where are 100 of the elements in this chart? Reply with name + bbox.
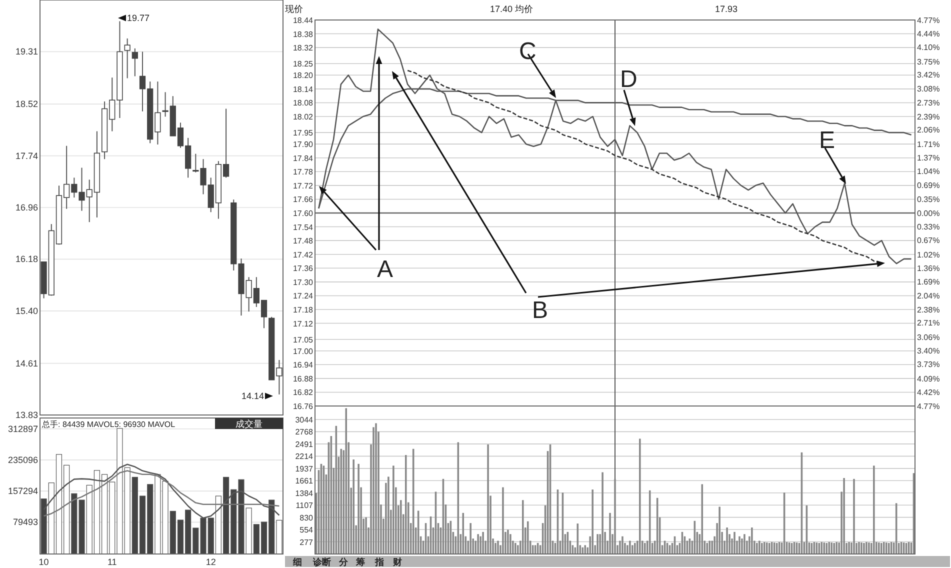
y-tick-label: 157294 xyxy=(8,486,38,496)
y-tick-label: 17.95 xyxy=(292,128,314,138)
y-tick-label: 18.44 xyxy=(292,16,314,25)
x-tick-label: 10 xyxy=(38,557,49,567)
y-tick-label: 19.31 xyxy=(15,46,38,57)
y-tick-label: 16.88 xyxy=(292,374,314,384)
y-tick-label: 312897 xyxy=(8,424,38,434)
y-tick-label: 15.40 xyxy=(15,306,38,316)
y2-tick-label: 4.77% xyxy=(917,402,940,411)
y-tick-label: 3044 xyxy=(295,416,314,425)
y2-tick-label: 2.71% xyxy=(917,318,940,328)
candlestick xyxy=(132,48,138,77)
y2-tick-label: 3.42% xyxy=(917,70,940,80)
annotation: 总手: 84439 MAVOL5: 96930 MAVOL xyxy=(41,420,176,429)
y-tick-label: 13.83 xyxy=(15,410,38,420)
y-tick-label: 235096 xyxy=(8,454,38,465)
annotation: D xyxy=(620,66,638,93)
y-tick-label: 17.90 xyxy=(292,140,314,150)
y2-tick-label: 2.39% xyxy=(917,112,940,122)
y-tick-label: 79493 xyxy=(12,517,38,528)
y-tick-label: 17.72 xyxy=(292,181,314,190)
y-tick-label: 554 xyxy=(300,526,314,535)
y-tick-label: 17.66 xyxy=(292,195,314,204)
annotation: A xyxy=(377,256,394,283)
y-tick-label: 2491 xyxy=(295,440,314,449)
annotation: C xyxy=(519,38,536,65)
y-tick-label: 1107 xyxy=(296,501,314,510)
y-tick-label: 17.00 xyxy=(292,346,314,356)
y2-tick-label: 0.35% xyxy=(917,194,940,204)
annotation: E xyxy=(819,127,836,154)
y-tick-label: 17.42 xyxy=(292,250,314,260)
y2-tick-label: 0.00% xyxy=(917,209,940,218)
annotation: 成交量 xyxy=(236,419,262,429)
y-tick-label: 17.60 xyxy=(292,209,314,218)
y-tick-label: 18.08 xyxy=(292,98,314,108)
y2-tick-label: 3.08% xyxy=(917,84,940,94)
y2-tick-label: 2.38% xyxy=(917,305,940,314)
text: 17.93 xyxy=(715,4,738,14)
x-tick-label: 11 xyxy=(107,557,117,567)
y2-tick-label: 4.09% xyxy=(917,374,940,384)
y-tick-label: 16.94 xyxy=(292,360,314,370)
text: 诊断 xyxy=(312,557,331,567)
y-tick-label: 830 xyxy=(300,513,314,522)
y2-tick-label: 3.06% xyxy=(917,332,940,342)
y-tick-label: 17.74 xyxy=(15,150,38,161)
y-tick-label: 18.14 xyxy=(292,84,314,94)
y2-tick-label: 4.77% xyxy=(917,16,940,25)
y2-tick-label: 2.04% xyxy=(917,292,940,301)
text: 现价 xyxy=(285,4,303,14)
y2-tick-label: 1.36% xyxy=(917,264,940,274)
y-tick-label: 16.82 xyxy=(292,388,314,398)
text: 筹 xyxy=(355,557,365,567)
y-tick-label: 17.54 xyxy=(292,222,314,232)
y-tick-label: 2214 xyxy=(295,452,314,462)
y-tick-label: 14.61 xyxy=(15,358,38,368)
y-tick-label: 17.24 xyxy=(292,292,314,301)
y-tick-label: 17.05 xyxy=(292,335,314,344)
y-tick-label: 16.18 xyxy=(15,254,38,264)
y-tick-label: 1661 xyxy=(295,476,314,486)
y2-tick-label: 1.71% xyxy=(917,140,940,149)
y2-tick-label: 0.33% xyxy=(917,222,940,232)
candlestick xyxy=(124,38,130,79)
y-tick-label: 18.32 xyxy=(292,44,314,53)
y-tick-label: 1384 xyxy=(295,488,314,498)
y2-tick-label: 2.06% xyxy=(917,126,940,135)
text: 财 xyxy=(392,557,402,567)
y2-tick-label: 4.42% xyxy=(917,388,940,397)
y2-tick-label: 0.67% xyxy=(917,236,940,246)
y-tick-label: 18.52 xyxy=(15,99,38,110)
y-tick-label: 17.18 xyxy=(292,306,314,314)
y-tick-label: 16.76 xyxy=(292,402,314,411)
y2-tick-label: 2.73% xyxy=(917,98,940,108)
y2-tick-label: 1.02% xyxy=(917,250,940,260)
y2-tick-label: 1.69% xyxy=(917,277,940,286)
y2-tick-label: 0.69% xyxy=(917,181,940,190)
text: 指 xyxy=(374,557,384,567)
text: 分 xyxy=(338,557,349,567)
y-tick-label: 1937 xyxy=(295,464,314,474)
y-tick-label: 16.96 xyxy=(15,202,38,212)
y2-tick-label: 3.75% xyxy=(917,57,940,66)
y-tick-label: 2768 xyxy=(295,428,314,437)
y-tick-label: 18.02 xyxy=(292,112,314,122)
y2-tick-label: 1.04% xyxy=(917,166,940,176)
x-tick-label: 12 xyxy=(206,557,216,567)
y-tick-label: 277 xyxy=(300,538,314,547)
y-tick-label: 17.84 xyxy=(292,154,314,163)
y-tick-label: 17.48 xyxy=(292,236,314,246)
y2-tick-label: 1.37% xyxy=(917,154,940,163)
text: 细 xyxy=(292,557,302,567)
text: 17.40 均价 xyxy=(490,4,534,14)
y2-tick-label: 3.73% xyxy=(917,360,940,369)
y-tick-label: 17.30 xyxy=(292,278,314,287)
y-tick-label: 18.38 xyxy=(292,30,314,39)
line-series xyxy=(43,470,280,517)
y-tick-label: 17.78 xyxy=(292,168,314,177)
y-tick-label: 17.12 xyxy=(292,319,314,328)
annotation: 14.14 xyxy=(241,391,264,401)
y-tick-label: 17.36 xyxy=(292,264,314,274)
y2-tick-label: 4.44% xyxy=(917,29,940,38)
y-tick-label: 18.20 xyxy=(292,71,314,80)
